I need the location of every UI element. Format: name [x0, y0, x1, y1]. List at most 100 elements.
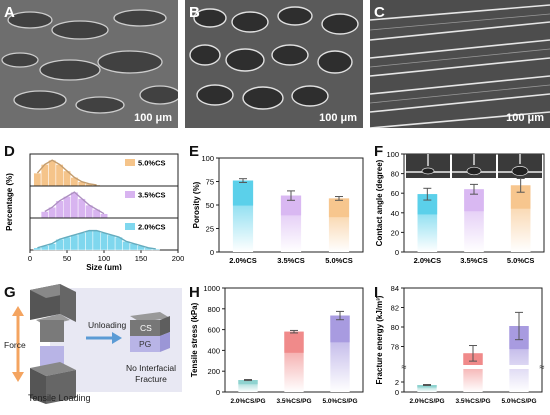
legend-swatch	[125, 159, 135, 166]
schematic-drawing	[12, 284, 182, 404]
histogram-bar	[63, 236, 71, 251]
cs-block	[130, 320, 160, 336]
x-tick-label: 200	[172, 254, 185, 263]
legend-swatch	[125, 223, 135, 230]
category-label: 5.0%CS/PG	[501, 398, 536, 405]
x-tick-label: 0	[28, 254, 32, 263]
bar-break-gap	[508, 365, 530, 369]
category-label: 3.5%CS/PG	[455, 398, 490, 405]
legend-label: 2.0%CS	[138, 223, 166, 232]
y-tick-label: 2	[395, 378, 399, 387]
bar-top	[284, 331, 304, 353]
y-axis-label: Tensile stress (kPa)	[190, 302, 199, 377]
histogram-bar	[107, 234, 116, 251]
cs-label: CS	[140, 323, 152, 333]
histogram-bar	[70, 234, 79, 251]
category-label: 3.5%CS	[277, 256, 305, 265]
y-axis-label: Porosity (%)	[192, 181, 201, 228]
y-tick-label: 400	[207, 346, 220, 355]
droplet	[466, 166, 482, 176]
legend-swatch	[125, 191, 135, 198]
droplet	[511, 166, 529, 176]
panel-letter-g: G	[4, 284, 16, 301]
y-axis-label: Percentage (%)	[5, 173, 14, 231]
y-tick-label: 60	[391, 189, 399, 198]
tensile-loading-label: Tensile Loading	[28, 393, 91, 403]
bar-top	[510, 185, 531, 209]
category-label: 2.0%CS/PG	[230, 398, 265, 405]
y-tick-label: 80	[391, 170, 399, 179]
y-tick-label: 78	[391, 343, 399, 352]
x-tick-label: 100	[98, 254, 111, 263]
histogram-bar	[92, 230, 101, 251]
sem-image-a: 100 μm	[0, 0, 178, 128]
panel-letter-d: D	[4, 143, 15, 160]
panel-letter-i: I	[374, 284, 379, 301]
scale-label: 100 μm	[134, 112, 172, 124]
category-label: 2.0%CS	[414, 256, 442, 265]
histogram-bar	[100, 232, 108, 251]
histogram-bar	[100, 213, 108, 219]
droplet	[421, 167, 435, 175]
y-axis-label: Fracture energy (kJ/m³)	[375, 295, 384, 384]
sem-texture-c	[370, 0, 550, 128]
x-tick-label: 50	[63, 254, 71, 263]
panel-letter-a: A	[4, 4, 15, 21]
x-tick-label: 150	[135, 254, 148, 263]
pg-block	[130, 336, 160, 352]
panel-letter-e: E	[189, 143, 200, 160]
panel-letter-b: B	[189, 4, 200, 21]
y-tick-label: 20	[391, 228, 399, 237]
category-label: 5.0%CS	[507, 256, 535, 265]
bar	[238, 380, 258, 392]
y-tick-label: 75	[206, 178, 214, 187]
y-tick-label: 50	[206, 201, 214, 210]
bar	[417, 385, 437, 392]
histogram-bar	[48, 159, 57, 187]
panel-letter-f: F	[374, 143, 384, 160]
y-tick-label: 0	[395, 388, 399, 397]
axis-break-mark-left: ≈	[402, 362, 407, 372]
histogram-bar	[55, 164, 64, 187]
y-tick-label: 80	[391, 323, 399, 332]
bar-top	[328, 198, 350, 218]
y-tick-label: 25	[206, 225, 214, 234]
legend-label: 5.0%CS	[138, 159, 166, 168]
y-tick-label: 0	[395, 248, 399, 257]
y-tick-label: 100	[386, 150, 399, 159]
bar-top	[238, 380, 258, 385]
pg-label: PG	[139, 339, 152, 349]
category-label: 3.5%CS/PG	[276, 398, 311, 405]
histogram-bar	[33, 247, 42, 251]
histogram-chart-d: 0 50 100 150 200 Size (μm) Percentage (%) 5.0%C…	[5, 153, 185, 270]
sem-texture-a	[0, 0, 178, 128]
y-tick-label: 100	[201, 154, 214, 163]
y-tick-label: 84	[391, 284, 399, 293]
histogram-bar	[40, 211, 49, 219]
histogram-bar	[85, 230, 94, 251]
histogram-bar	[70, 191, 79, 219]
y-tick-label: 40	[391, 209, 399, 218]
category-label: 2.0%CS/PG	[409, 398, 444, 405]
category-label: 3.5%CS	[460, 256, 488, 265]
bar-top	[330, 315, 350, 343]
bar-top	[417, 194, 438, 215]
fit-curve	[37, 229, 156, 250]
x-axis-label: Size (μm)	[86, 263, 122, 270]
bar-top	[417, 385, 437, 388]
porosity-chart-e: 0 25 50 75 100 Porosity (%) 2.0%CS 3.5%CS 5.0%CS	[192, 154, 364, 265]
y-tick-label: 1000	[203, 284, 220, 293]
y-tick-label: 800	[207, 305, 220, 314]
bar-break-gap	[462, 365, 484, 369]
category-label: 5.0%CS/PG	[322, 398, 357, 405]
y-tick-label: 0	[216, 388, 220, 397]
cs-sample-left	[40, 320, 64, 342]
histogram-bar	[63, 196, 71, 219]
scale-label: 100 μm	[506, 112, 544, 124]
panel-letter-c: C	[374, 4, 385, 21]
y-axis-label: Contact angle (degree)	[375, 159, 384, 246]
y-tick-label: 82	[391, 304, 399, 313]
fit-curve	[36, 159, 97, 186]
y-tick-label: 200	[207, 367, 220, 376]
